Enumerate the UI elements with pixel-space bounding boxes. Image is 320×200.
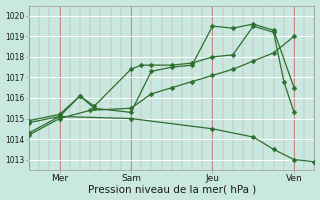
X-axis label: Pression niveau de la mer( hPa ): Pression niveau de la mer( hPa ) bbox=[88, 184, 256, 194]
